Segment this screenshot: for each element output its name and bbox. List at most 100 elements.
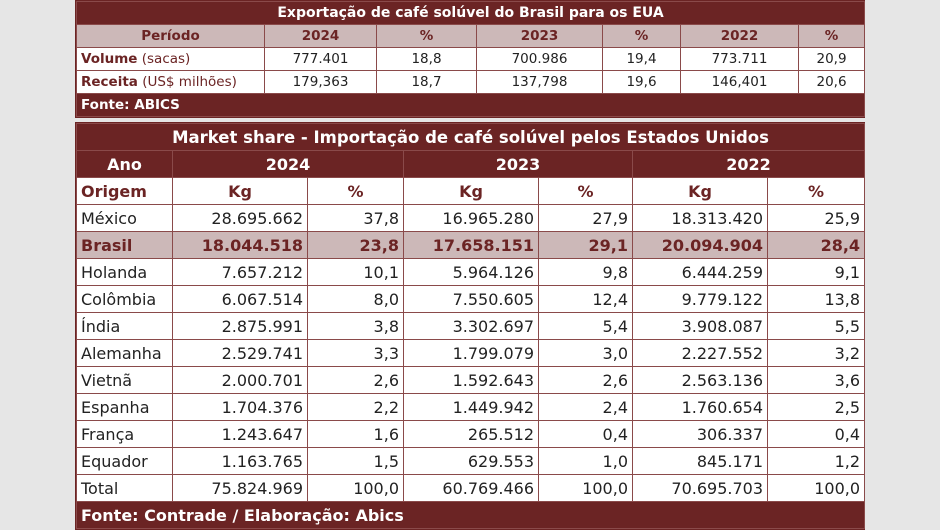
table-cell: 146,401 (680, 70, 799, 94)
kg-cell: 28.695.662 (172, 204, 308, 232)
kg-cell: 1.163.765 (172, 447, 308, 475)
header-cell: % (602, 24, 681, 48)
market-share-source: Fonte: Contrade / Elaboração: Abics (75, 501, 866, 529)
pct-cell: 29,1 (538, 231, 633, 259)
kg-cell: 6.444.259 (632, 258, 768, 286)
kg-cell: 7.657.212 (172, 258, 308, 286)
pct-cell: 8,0 (307, 285, 404, 313)
country-cell: Total (76, 474, 173, 502)
pct-header: % (538, 177, 633, 205)
kg-cell: 1.799.079 (403, 339, 539, 367)
origin-label: Origem (76, 177, 173, 205)
table-cell: 18,8 (376, 47, 477, 71)
kg-cell: 265.512 (403, 420, 539, 448)
pct-cell: 5,4 (538, 312, 633, 340)
kg-cell: 5.964.126 (403, 258, 539, 286)
table-cell: 19,6 (602, 70, 681, 94)
pct-cell: 100,0 (766, 474, 866, 502)
pct-cell: 9,8 (538, 258, 633, 286)
year-2024: 2024 (172, 150, 404, 178)
kg-cell: 2.563.136 (632, 366, 768, 394)
country-cell: Índia (76, 312, 173, 340)
table-row: Brasil 18.044.518 23,8 17.658.151 29,1 20.094… (76, 231, 866, 259)
row-label: Volume (sacas) (76, 47, 265, 71)
kg-cell: 1.592.643 (403, 366, 539, 394)
kg-cell: 2.529.741 (172, 339, 308, 367)
pct-header: % (766, 177, 866, 205)
kg-cell: 2.227.552 (632, 339, 768, 367)
table-cell: 137,798 (476, 70, 603, 94)
kg-cell: 3.302.697 (403, 312, 539, 340)
header-cell: % (376, 24, 477, 48)
pct-cell: 5,5 (766, 312, 866, 340)
table-row: Holanda 7.657.212 10,1 5.964.126 9,8 6.444.25… (76, 258, 866, 286)
export-table-source: Fonte: ABICS (75, 93, 866, 117)
table-cell: 20,6 (797, 70, 866, 94)
table-cell: 20,9 (797, 47, 866, 71)
country-cell: Vietnã (76, 366, 173, 394)
kg-cell: 1.449.942 (403, 393, 539, 421)
country-cell: Espanha (76, 393, 173, 421)
kg-header: Kg (403, 177, 539, 205)
country-cell: Equador (76, 447, 173, 475)
pct-cell: 37,8 (307, 204, 404, 232)
kg-cell: 9.779.122 (632, 285, 768, 313)
kg-cell: 16.965.280 (403, 204, 539, 232)
table-cell: 773.711 (680, 47, 799, 71)
country-cell: França (76, 420, 173, 448)
table-row: Total 75.824.969 100,0 60.769.466 100,0 70.69… (76, 474, 866, 502)
kg-cell: 2.875.991 (172, 312, 308, 340)
row-label-main: Volume (81, 51, 138, 67)
kg-cell: 18.044.518 (172, 231, 308, 259)
pct-cell: 1,0 (538, 447, 633, 475)
pct-cell: 1,5 (307, 447, 404, 475)
export-table: Exportação de café solúvel do Brasil par… (75, 1, 866, 117)
kg-header: Kg (632, 177, 768, 205)
pct-cell: 2,6 (538, 366, 633, 394)
pct-cell: 2,5 (766, 393, 866, 421)
market-share-title: Market share - Importação de café solúve… (75, 123, 866, 151)
kg-cell: 17.658.151 (403, 231, 539, 259)
header-cell: 2024 (264, 24, 377, 48)
year-label: Ano (76, 150, 173, 178)
table-cell: 18,7 (376, 70, 477, 94)
pct-cell: 1,2 (766, 447, 866, 475)
country-cell: México (76, 204, 173, 232)
table-cell: 179,363 (264, 70, 377, 94)
pct-cell: 0,4 (538, 420, 633, 448)
kg-cell: 1.243.647 (172, 420, 308, 448)
pct-cell: 0,4 (766, 420, 866, 448)
market-share-table: Market share - Importação de café solúve… (75, 123, 866, 529)
country-cell: Colômbia (76, 285, 173, 313)
kg-cell: 1.704.376 (172, 393, 308, 421)
pct-cell: 13,8 (766, 285, 866, 313)
kg-cell: 75.824.969 (172, 474, 308, 502)
kg-cell: 60.769.466 (403, 474, 539, 502)
table-cell: 19,4 (602, 47, 681, 71)
row-label-main: Receita (81, 74, 138, 90)
pct-cell: 27,9 (538, 204, 633, 232)
pct-cell: 100,0 (538, 474, 633, 502)
kg-cell: 20.094.904 (632, 231, 768, 259)
table-row: Espanha 1.704.376 2,2 1.449.942 2,4 1.760.654… (76, 393, 866, 421)
pct-cell: 10,1 (307, 258, 404, 286)
table-cell: 700.986 (476, 47, 603, 71)
year-2022: 2022 (631, 150, 866, 178)
kg-cell: 629.553 (403, 447, 539, 475)
table-row: França 1.243.647 1,6 265.512 0,4 306.337 0,4 (76, 420, 866, 448)
country-cell: Brasil (76, 231, 173, 259)
kg-cell: 2.000.701 (172, 366, 308, 394)
pct-cell: 9,1 (766, 258, 866, 286)
table-cell: 777.401 (264, 47, 377, 71)
export-table-title: Exportação de café solúvel do Brasil par… (75, 1, 866, 25)
kg-cell: 306.337 (632, 420, 768, 448)
pct-cell: 100,0 (307, 474, 404, 502)
table-row: Alemanha 2.529.741 3,3 1.799.079 3,0 2.227.55… (76, 339, 866, 367)
table-row: Colômbia 6.067.514 8,0 7.550.605 12,4 9.779.1… (76, 285, 866, 313)
kg-header: Kg (172, 177, 308, 205)
kg-cell: 3.908.087 (632, 312, 768, 340)
pct-cell: 3,0 (538, 339, 633, 367)
market-share-panel: Market share - Importação de café solúve… (75, 122, 866, 530)
table-row: Volume (sacas) 777.401 18,8 700.986 19,4… (76, 47, 866, 71)
pct-cell: 2,2 (307, 393, 404, 421)
